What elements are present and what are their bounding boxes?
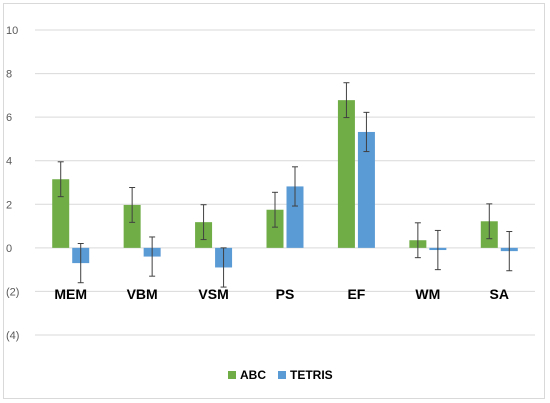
y-tick-label: 4 bbox=[6, 156, 12, 168]
error-bar-abc-ps bbox=[272, 191, 278, 228]
category-label: PS bbox=[276, 286, 295, 302]
bars bbox=[52, 100, 518, 268]
legend: ABC TETRIS bbox=[228, 368, 333, 382]
error-bar-abc-vsm bbox=[200, 204, 207, 241]
y-tick-label: 0 bbox=[6, 243, 12, 255]
legend-swatch bbox=[228, 371, 236, 379]
error-bar-tetris-vbm bbox=[149, 236, 156, 277]
category-label: WM bbox=[415, 286, 440, 302]
y-axis-ticks: (4) (2) 0 2 4 6 8 10 bbox=[6, 25, 19, 342]
y-tick-label: 6 bbox=[6, 112, 12, 124]
error-bar-tetris-ef bbox=[363, 111, 370, 153]
legend-label: TETRIS bbox=[290, 368, 333, 382]
error-bars bbox=[57, 82, 513, 288]
error-bar-tetris-ps bbox=[292, 166, 298, 207]
y-tick-label: 2 bbox=[6, 199, 12, 211]
category-label: EF bbox=[347, 286, 365, 302]
error-bar-abc-mem bbox=[57, 161, 64, 198]
error-bar-abc-vbm bbox=[129, 187, 136, 223]
chart-frame bbox=[3, 3, 545, 399]
error-bar-tetris-wm bbox=[434, 229, 441, 271]
error-bar-tetris-mem bbox=[77, 243, 84, 284]
category-label: VSM bbox=[198, 286, 228, 302]
error-bar-tetris-vsm bbox=[220, 247, 227, 288]
error-bar-abc-ef bbox=[343, 82, 350, 119]
category-labels: MEM VBM VSM PS EF WM SA bbox=[54, 286, 509, 302]
bar-abc-ef bbox=[337, 100, 355, 248]
category-label: MEM bbox=[54, 286, 87, 302]
y-tick-label: 8 bbox=[6, 69, 12, 81]
bar-abc-vbm bbox=[123, 204, 141, 248]
category-label: SA bbox=[490, 286, 509, 302]
legend-item-abc: ABC bbox=[228, 368, 266, 382]
bar-tetris-ps bbox=[286, 186, 304, 248]
category-label: VBM bbox=[127, 286, 158, 302]
bar-tetris-ef bbox=[357, 131, 375, 248]
error-bar-tetris-sa bbox=[506, 231, 513, 272]
error-bar-abc-sa bbox=[486, 203, 493, 240]
bar-abc-ps bbox=[266, 209, 284, 248]
gridlines bbox=[35, 29, 535, 336]
error-bar-abc-wm bbox=[414, 222, 421, 259]
bar-abc-mem bbox=[52, 179, 70, 248]
legend-swatch bbox=[278, 371, 286, 379]
y-tick-label: (2) bbox=[6, 286, 19, 298]
y-tick-label: 10 bbox=[6, 25, 18, 37]
y-tick-label: (4) bbox=[6, 330, 19, 342]
legend-item-tetris: TETRIS bbox=[278, 368, 333, 382]
legend-label: ABC bbox=[240, 368, 266, 382]
